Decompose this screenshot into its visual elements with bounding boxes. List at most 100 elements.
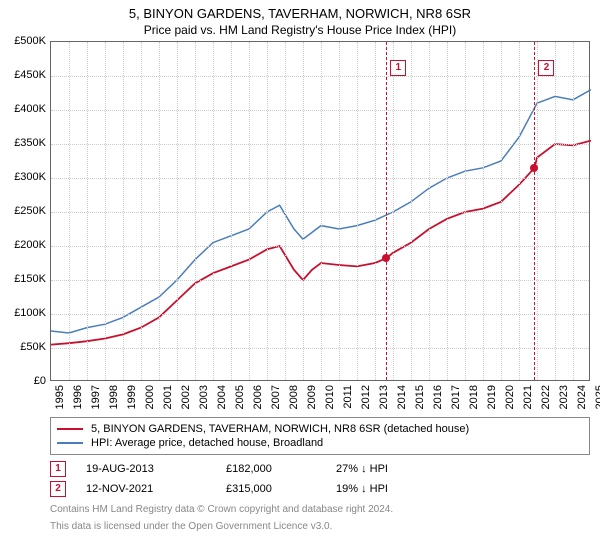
gridline-v: [249, 42, 250, 380]
marker-box: 2: [538, 60, 554, 76]
sales-marker-box: 2: [50, 481, 66, 497]
y-axis-label: £300K: [14, 171, 46, 183]
plot-area: 12: [50, 41, 590, 381]
sales-row: 1 19-AUG-2013£182,00027% ↓ HPI: [50, 459, 590, 479]
gridline-v: [339, 42, 340, 380]
x-axis-label: 2022: [540, 385, 552, 409]
x-axis-label: 2006: [252, 385, 264, 409]
legend: 5, BINYON GARDENS, TAVERHAM, NORWICH, NR…: [50, 417, 590, 455]
gridline-v: [123, 42, 124, 380]
x-axis-label: 2000: [144, 385, 156, 409]
chart-subtitle: Price paid vs. HM Land Registry's House …: [0, 21, 600, 41]
gridline-v: [447, 42, 448, 380]
sales-row: 2 12-NOV-2021£315,00019% ↓ HPI: [50, 479, 590, 499]
marker-dot: [382, 254, 390, 262]
x-axis-label: 2025: [594, 385, 600, 409]
gridline-v: [501, 42, 502, 380]
chart-title: 5, BINYON GARDENS, TAVERHAM, NORWICH, NR…: [0, 0, 600, 21]
legend-label: 5, BINYON GARDENS, TAVERHAM, NORWICH, NR…: [91, 423, 469, 435]
y-axis-label: £150K: [14, 273, 46, 285]
x-axis-label: 2014: [396, 385, 408, 409]
legend-row: 5, BINYON GARDENS, TAVERHAM, NORWICH, NR…: [57, 422, 583, 436]
gridline-v: [321, 42, 322, 380]
sales-price: £315,000: [226, 483, 336, 495]
gridline-v: [195, 42, 196, 380]
footnote-licence: This data is licensed under the Open Gov…: [50, 520, 590, 533]
gridline-v: [177, 42, 178, 380]
x-axis-label: 2003: [198, 385, 210, 409]
legend-row: HPI: Average price, detached house, Broa…: [57, 436, 583, 450]
gridline-v: [537, 42, 538, 380]
x-axis-label: 2013: [378, 385, 390, 409]
gridline-v: [105, 42, 106, 380]
x-axis-label: 2005: [234, 385, 246, 409]
legend-swatch: [57, 428, 83, 430]
x-axis-label: 1998: [108, 385, 120, 409]
sales-table: 1 19-AUG-2013£182,00027% ↓ HPI 2 12-NOV-202…: [50, 459, 590, 499]
gridline-v: [375, 42, 376, 380]
x-axis-label: 2015: [414, 385, 426, 409]
x-axis-label: 2002: [180, 385, 192, 409]
y-axis-label: £50K: [20, 341, 46, 353]
gridline-h: [51, 212, 589, 213]
marker-box: 1: [390, 60, 406, 76]
gridline-v: [87, 42, 88, 380]
x-axis-label: 1997: [90, 385, 102, 409]
x-axis-label: 1999: [126, 385, 138, 409]
x-axis-label: 2010: [324, 385, 336, 409]
footnote-copyright: Contains HM Land Registry data © Crown c…: [50, 503, 590, 516]
gridline-v: [573, 42, 574, 380]
gridline-v: [69, 42, 70, 380]
y-axis-label: £400K: [14, 103, 46, 115]
y-axis-label: £100K: [14, 307, 46, 319]
x-axis-label: 1996: [72, 385, 84, 409]
gridline-v: [393, 42, 394, 380]
x-axis-label: 2021: [522, 385, 534, 409]
gridline-v: [141, 42, 142, 380]
sales-date: 12-NOV-2021: [86, 483, 226, 495]
gridline-v: [267, 42, 268, 380]
marker-line: [386, 42, 387, 380]
x-axis-label: 2023: [558, 385, 570, 409]
x-axis-label: 2016: [432, 385, 444, 409]
x-axis-label: 2008: [288, 385, 300, 409]
sales-pct: 27% ↓ HPI: [336, 463, 456, 475]
sales-date: 19-AUG-2013: [86, 463, 226, 475]
x-axis-label: 2012: [360, 385, 372, 409]
x-axis-label: 2020: [504, 385, 516, 409]
x-axis-label: 2007: [270, 385, 282, 409]
gridline-h: [51, 178, 589, 179]
x-axis-label: 2009: [306, 385, 318, 409]
chart-container: 5, BINYON GARDENS, TAVERHAM, NORWICH, NR…: [0, 0, 600, 560]
marker-dot: [530, 164, 538, 172]
sales-price: £182,000: [226, 463, 336, 475]
gridline-h: [51, 110, 589, 111]
gridline-v: [483, 42, 484, 380]
x-axis-label: 2011: [342, 385, 354, 409]
gridline-v: [429, 42, 430, 380]
x-axis-label: 1995: [54, 385, 66, 409]
y-axis-label: £450K: [14, 69, 46, 81]
gridline-h: [51, 144, 589, 145]
sales-pct: 19% ↓ HPI: [336, 483, 456, 495]
legend-swatch: [57, 442, 83, 444]
y-axis-label: £200K: [14, 239, 46, 251]
legend-label: HPI: Average price, detached house, Broa…: [91, 437, 323, 449]
sales-marker-box: 1: [50, 461, 66, 477]
x-axis-label: 2018: [468, 385, 480, 409]
gridline-v: [357, 42, 358, 380]
x-axis-label: 2019: [486, 385, 498, 409]
gridline-v: [555, 42, 556, 380]
gridline-v: [465, 42, 466, 380]
gridline-v: [159, 42, 160, 380]
x-axis-label: 2004: [216, 385, 228, 409]
x-axis-label: 2017: [450, 385, 462, 409]
gridline-h: [51, 76, 589, 77]
gridline-h: [51, 280, 589, 281]
chart-area: 12 £0£50K£100K£150K£200K£250K£300K£350K£…: [50, 41, 590, 411]
gridline-h: [51, 314, 589, 315]
gridline-v: [285, 42, 286, 380]
y-axis-label: £250K: [14, 205, 46, 217]
y-axis-label: £0: [34, 375, 46, 387]
gridline-v: [213, 42, 214, 380]
